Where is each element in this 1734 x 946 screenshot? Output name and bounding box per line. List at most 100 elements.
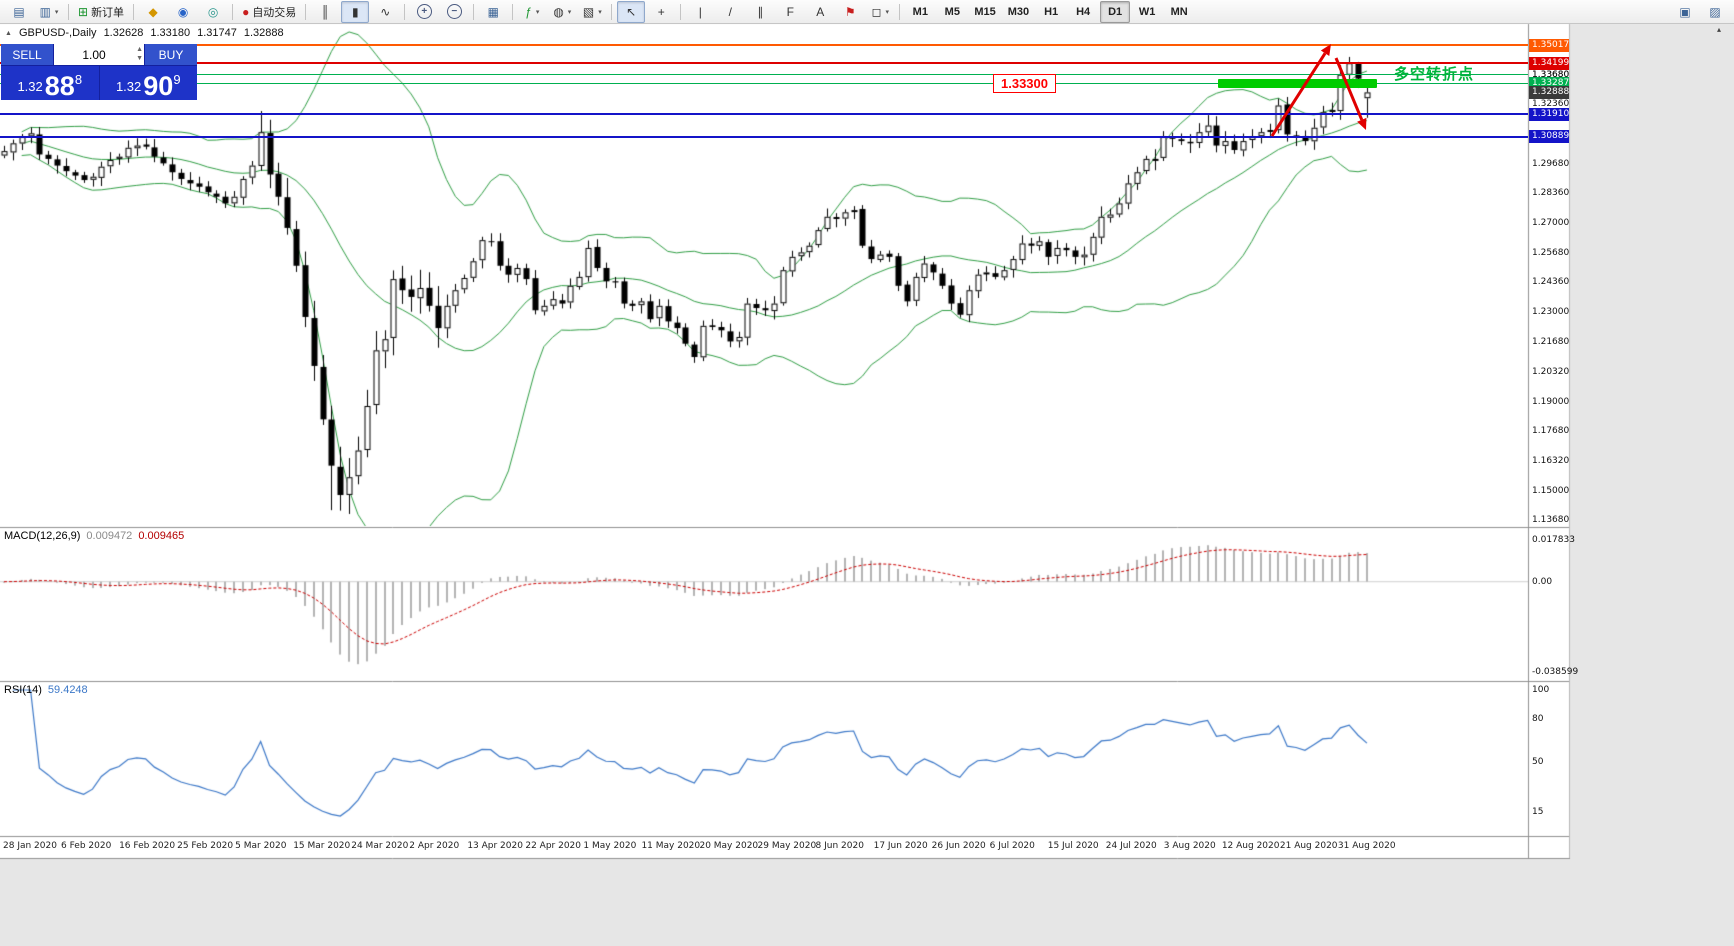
candlestick-chart-button[interactable]: ▮ xyxy=(341,0,370,23)
periods-icon: ◍ xyxy=(553,4,564,19)
timeframe-h1-button-label: H1 xyxy=(1044,5,1059,18)
volume-input[interactable] xyxy=(54,44,144,65)
line-chart-button[interactable]: ∿ xyxy=(371,1,399,23)
new-chart-button[interactable]: ▤ xyxy=(5,1,33,23)
price-level-label[interactable]: 1.33300 xyxy=(993,74,1056,93)
support-zone-rectangle[interactable] xyxy=(1218,79,1377,89)
ohlc-open: 1.32628 xyxy=(103,27,144,39)
sell-button[interactable]: SELL xyxy=(1,44,53,65)
timeframe-mn-button[interactable]: MN xyxy=(1164,1,1194,23)
timeframe-mn-button-label: MN xyxy=(1170,5,1188,18)
chart-profiles-button[interactable]: ▥ ▾ xyxy=(35,1,63,23)
periods-button[interactable]: ◍ ▾ xyxy=(548,1,576,23)
timeframe-h1-button[interactable]: H1 xyxy=(1036,1,1066,23)
new-order-button-label: 新订单 xyxy=(91,6,125,19)
window-cascade-button[interactable]: ▣ xyxy=(1671,1,1699,23)
timeframe-h4-button[interactable]: H4 xyxy=(1068,1,1098,23)
volume-up-icon[interactable]: ▲ xyxy=(136,46,143,53)
line-chart-icon: ∿ xyxy=(380,4,391,19)
buy-button[interactable]: BUY xyxy=(145,44,197,65)
zoom-in-icon: + xyxy=(416,4,432,19)
autotrading-button-label: 自动交易 xyxy=(252,6,297,19)
cursor-icon: ↖ xyxy=(626,4,637,19)
timeframe-m1-button-label: M1 xyxy=(912,5,928,18)
text-button[interactable]: A xyxy=(806,1,834,23)
turning-point-label[interactable]: 多空转折点 xyxy=(1394,66,1475,83)
arrow-label-icon: ⚑ xyxy=(844,4,856,19)
cursor-button[interactable]: ↖ xyxy=(617,0,646,23)
rsi-indicator-label: RSI(14) 59.4248 xyxy=(4,684,88,696)
templates-icon: ▧ xyxy=(582,4,595,19)
buy-price-big: 90 xyxy=(143,71,174,102)
shapes-button[interactable]: ◻ ▾ xyxy=(866,1,894,23)
window-tile-button[interactable]: ▨ xyxy=(1701,1,1729,23)
volume-field: ▲ ▼ xyxy=(54,44,144,65)
history-center-button[interactable]: ◆ xyxy=(139,1,167,23)
vertical-line-icon: | xyxy=(698,4,702,19)
one-click-toggle-icon[interactable]: ▲ xyxy=(5,29,12,37)
channel-button[interactable]: ∥ xyxy=(746,1,774,23)
fibonacci-icon: F xyxy=(786,4,794,19)
arrow-label-button[interactable]: ⚑ xyxy=(836,1,864,23)
volume-down-icon[interactable]: ▼ xyxy=(136,55,143,62)
zoom-out-button[interactable]: − xyxy=(440,1,468,23)
tile-windows-button[interactable]: ▦ xyxy=(479,1,507,23)
zoom-out-icon: − xyxy=(446,4,462,19)
history-center-icon: ◆ xyxy=(148,4,158,19)
timeframe-d1-button[interactable]: D1 xyxy=(1100,0,1131,23)
macd-name: MACD(12,26,9) xyxy=(4,530,81,542)
ohlc-close: 1.32888 xyxy=(243,27,284,39)
crosshair-icon: + xyxy=(657,4,665,19)
new-order-icon: ⊞ xyxy=(78,4,89,19)
zoom-in-button[interactable]: + xyxy=(410,1,438,23)
rsi-name: RSI(14) xyxy=(4,684,42,696)
scroll-marker-icon[interactable]: ▴ xyxy=(1717,25,1722,34)
strategy-tester-button[interactable]: ◎ xyxy=(199,1,227,23)
toolbar-separator xyxy=(680,3,682,20)
bar-chart-button[interactable]: ║ xyxy=(311,1,339,23)
fibonacci-button[interactable]: F xyxy=(776,1,804,23)
crosshair-button[interactable]: + xyxy=(647,1,675,23)
buy-price-sup: 9 xyxy=(173,72,181,87)
autotrading-button[interactable]: ● 自动交易 xyxy=(238,1,300,23)
toolbar-separator xyxy=(899,3,901,20)
toolbar-separator xyxy=(133,3,135,20)
chart-profiles-icon: ▥ xyxy=(39,4,51,19)
templates-button[interactable]: ▧ ▾ xyxy=(578,1,606,23)
timeframe-w1-button-label: W1 xyxy=(1138,5,1156,18)
tile-windows-icon: ▦ xyxy=(487,4,499,19)
candlestick-chart-icon: ▮ xyxy=(352,4,359,19)
toolbar-separator xyxy=(404,3,406,20)
sell-price-base: 1.32 xyxy=(17,79,43,94)
toolbar-separator xyxy=(305,3,307,20)
timeframe-w1-button[interactable]: W1 xyxy=(1132,1,1162,23)
text-icon: A xyxy=(816,4,825,19)
sell-price-sup: 8 xyxy=(74,72,83,87)
timeframe-m15-button-label: M15 xyxy=(974,5,996,18)
window-tile-icon: ▨ xyxy=(1709,4,1721,19)
macd-signal-value: 0.009465 xyxy=(138,530,185,542)
timeframe-m30-button[interactable]: M30 xyxy=(1003,1,1034,23)
indicators-button[interactable]: ƒ ▾ xyxy=(518,1,546,23)
timeframe-m30-button-label: M30 xyxy=(1007,5,1030,18)
bar-chart-icon: ║ xyxy=(321,4,330,19)
timeframe-m1-button[interactable]: M1 xyxy=(905,1,935,23)
trendline-icon: / xyxy=(728,4,732,19)
vertical-line-button[interactable]: | xyxy=(686,1,714,23)
toolbar: ▤ ▥ ▾ ⊞ 新订单 ◆ ◉ ◎ ● 自动交易 ║ ▮ ∿ + − ▦ ƒ ▾ ◍ ▾ ▧ ▾ ↖ + | / ∥ F A ⚑ ◻ ▾ M1 M… xyxy=(0,0,1734,24)
timeframe-m5-button-label: M5 xyxy=(944,5,960,18)
dropdown-caret-icon: ▾ xyxy=(598,8,602,16)
market-watch-button[interactable]: ◉ xyxy=(169,1,197,23)
toolbar-separator xyxy=(68,3,69,20)
timeframe-m15-button[interactable]: M15 xyxy=(969,1,1000,23)
dropdown-caret-icon: ▾ xyxy=(535,8,540,16)
market-watch-icon: ◉ xyxy=(177,4,189,19)
autotrading-icon: ● xyxy=(242,4,250,19)
new-order-button[interactable]: ⊞ 新订单 xyxy=(74,1,128,23)
timeframe-m5-button[interactable]: M5 xyxy=(937,1,967,23)
sell-price-big: 88 xyxy=(44,71,75,102)
toolbar-separator xyxy=(232,3,234,20)
trendline-button[interactable]: / xyxy=(716,1,744,23)
